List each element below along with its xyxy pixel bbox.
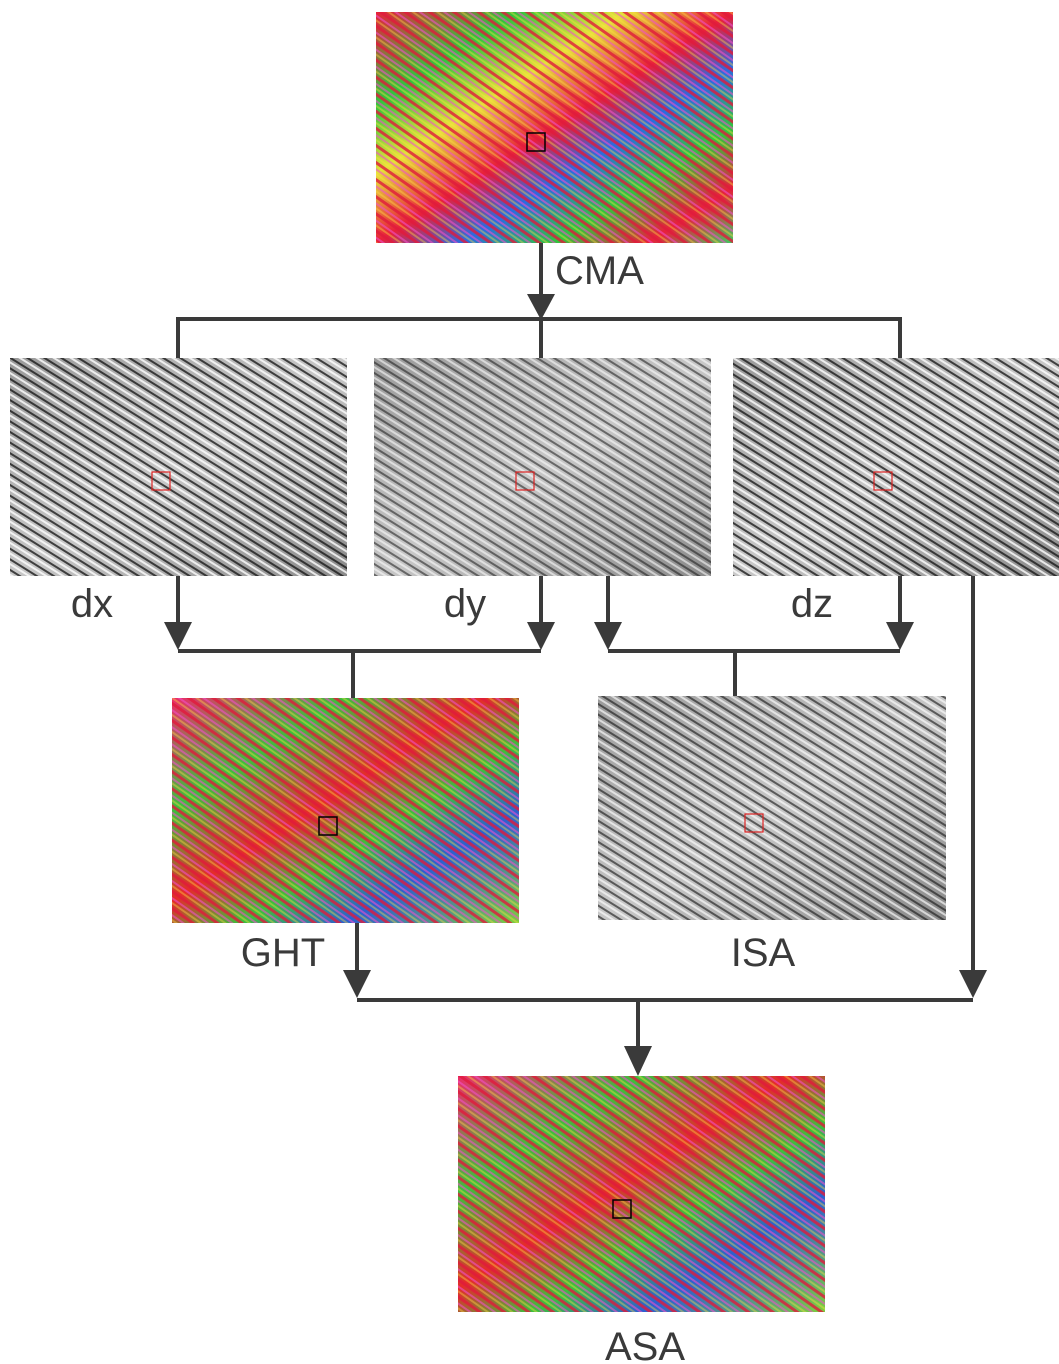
label-isa: ISA	[731, 931, 796, 975]
label-cma: CMA	[555, 249, 644, 293]
label-ght: GHT	[241, 931, 325, 975]
page: CMA dx dy dz GHT ISA ASA (() => { const …	[0, 0, 1059, 1364]
label-dy: dy	[444, 582, 486, 626]
image-dy	[374, 358, 711, 576]
image-cma	[376, 12, 733, 243]
label-dz: dz	[791, 582, 833, 626]
image-dx	[10, 358, 347, 576]
diagram: CMA dx dy dz GHT ISA ASA	[0, 0, 1059, 1364]
label-dx: dx	[71, 582, 113, 626]
image-asa	[458, 1076, 825, 1312]
image-dz	[733, 358, 1059, 576]
image-ght	[172, 698, 519, 923]
image-isa	[598, 696, 946, 920]
label-asa: ASA	[605, 1325, 685, 1364]
